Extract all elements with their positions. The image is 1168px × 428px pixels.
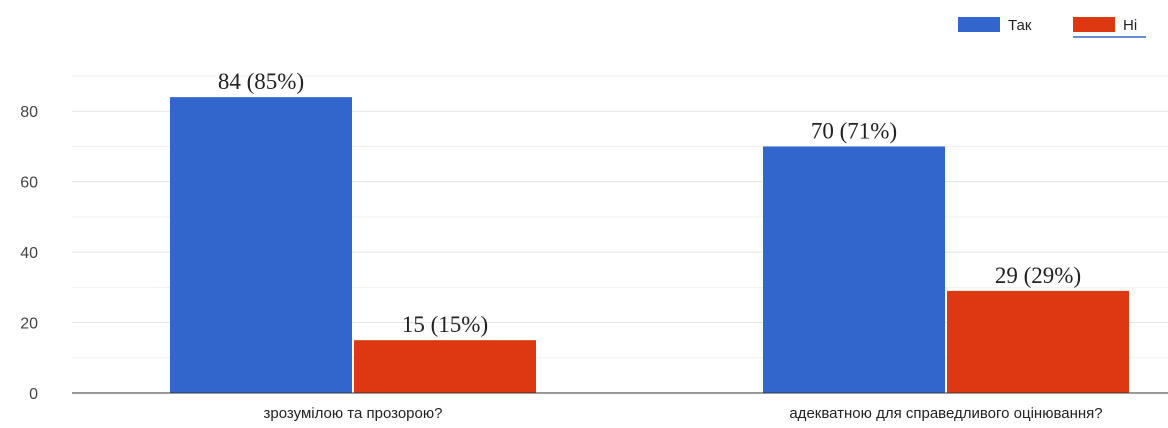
data-label: 70 (71%) (811, 118, 897, 143)
legend: Так Ні (958, 17, 1146, 38)
bar-ni-1[interactable] (354, 340, 536, 393)
category-labels: зрозумілою та прозорою? адекватною для сп… (264, 405, 1103, 422)
bar-tak-1[interactable] (170, 97, 352, 393)
legend-swatch-ni[interactable] (1073, 17, 1115, 32)
category-label-2: адекватною для справедливого оцінювання? (789, 405, 1102, 422)
y-tick-label: 40 (20, 245, 38, 262)
data-label: 15 (15%) (402, 312, 488, 337)
data-label: 29 (29%) (995, 263, 1081, 288)
category-label-1: зрозумілою та прозорою? (264, 405, 443, 422)
legend-label-ni[interactable]: Ні (1123, 17, 1137, 34)
bar-tak-2[interactable] (763, 146, 945, 393)
y-tick-label: 80 (20, 104, 38, 121)
data-label: 84 (85%) (218, 69, 304, 94)
bar-ni-2[interactable] (947, 290, 1129, 393)
data-labels: 84 (85%) 15 (15%) 70 (71%) 29 (29%) (218, 69, 1081, 337)
y-tick-label: 0 (29, 386, 38, 403)
legend-swatch-tak[interactable] (958, 17, 1000, 32)
legend-label-tak[interactable]: Так (1008, 17, 1032, 34)
y-tick-label: 20 (20, 316, 38, 333)
bars (170, 97, 1129, 393)
y-tick-label: 60 (20, 175, 38, 192)
y-axis-ticks: 0 20 40 60 80 (20, 104, 38, 403)
